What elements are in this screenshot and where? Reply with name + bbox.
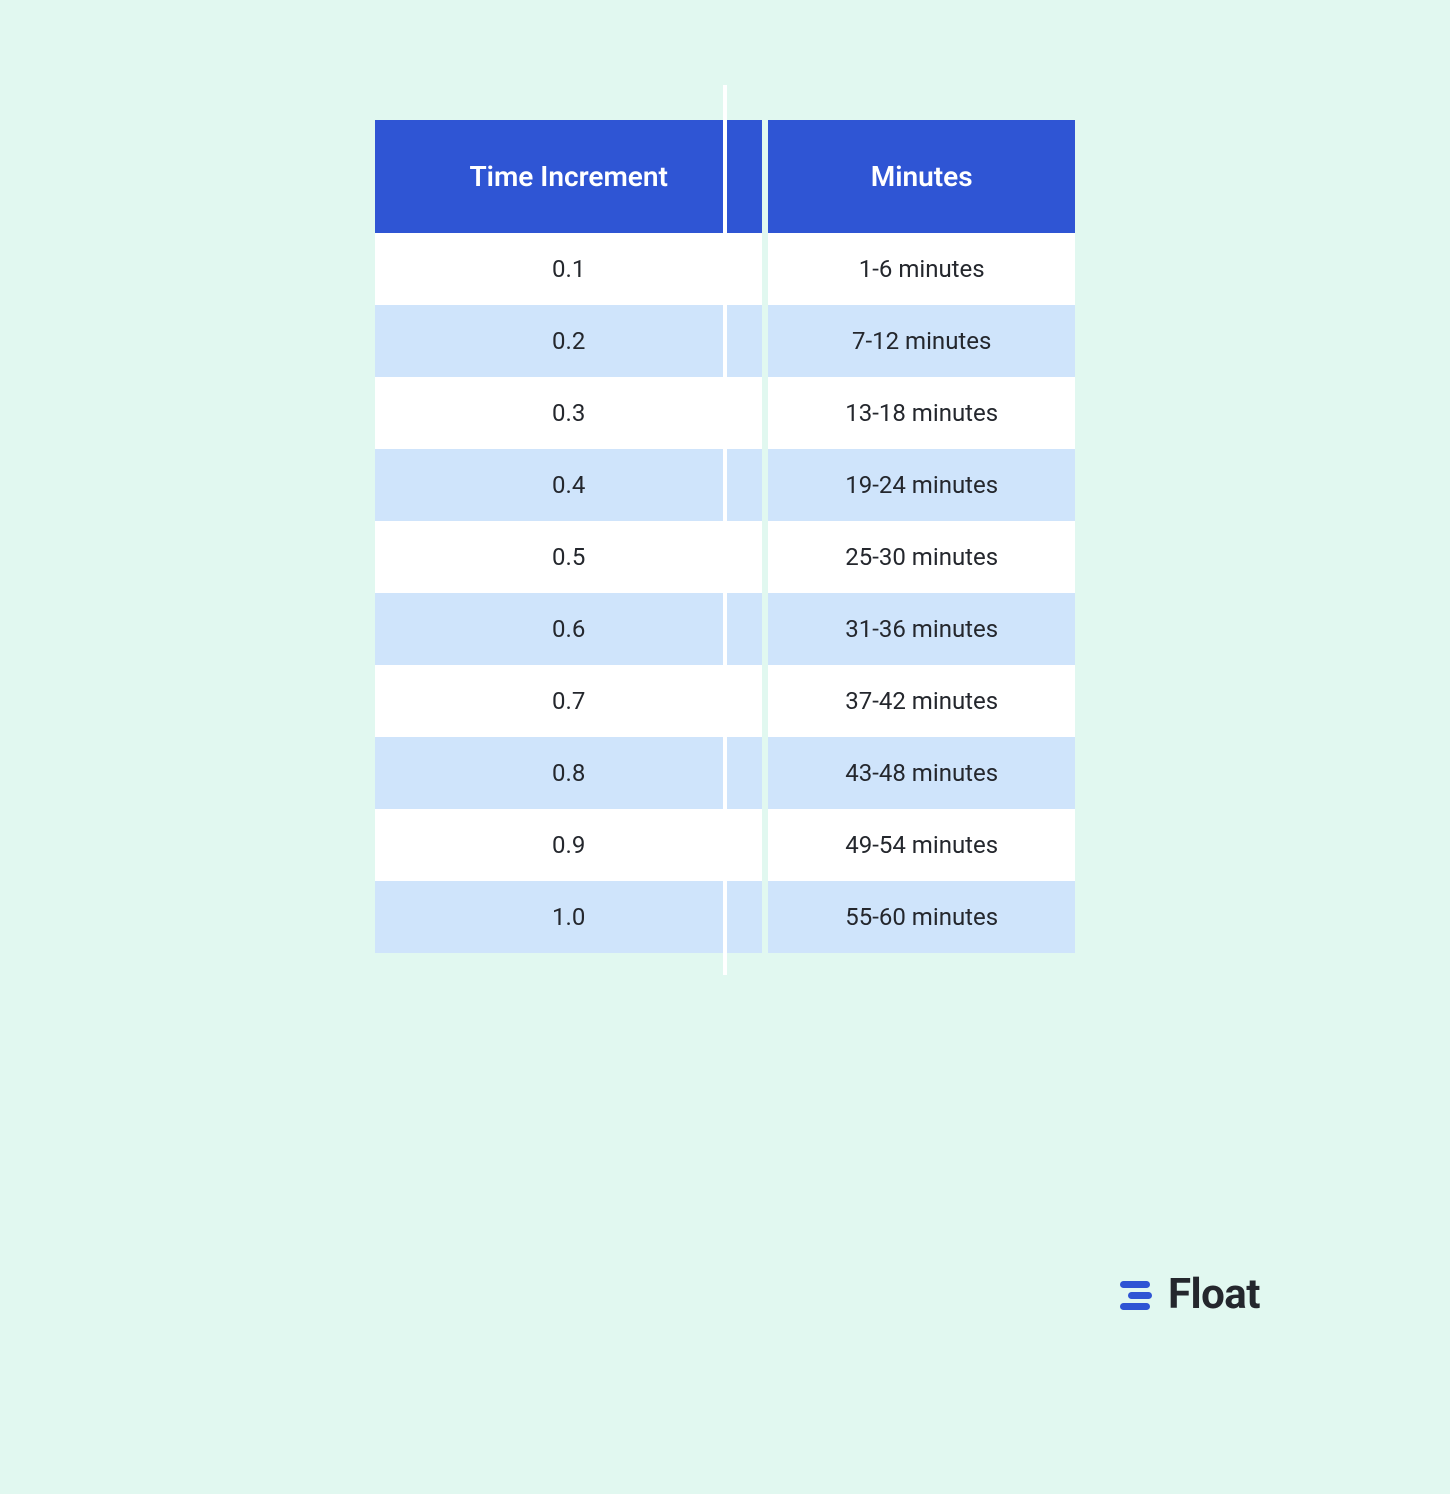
header-time-increment: Time Increment <box>375 120 762 233</box>
cell-minutes: 13-18 minutes <box>768 377 1075 449</box>
brand-logo: Float <box>1118 1270 1260 1319</box>
cell-minutes: 1-6 minutes <box>768 233 1075 305</box>
cell-increment: 0.6 <box>375 593 762 665</box>
cell-minutes: 37-42 minutes <box>768 665 1075 737</box>
header-minutes: Minutes <box>768 120 1075 233</box>
cell-increment: 0.3 <box>375 377 762 449</box>
cell-increment: 0.2 <box>375 305 762 377</box>
cell-increment: 0.8 <box>375 737 762 809</box>
cell-increment: 0.9 <box>375 809 762 881</box>
cell-minutes: 49-54 minutes <box>768 809 1075 881</box>
cell-increment: 0.7 <box>375 665 762 737</box>
cell-increment: 0.5 <box>375 521 762 593</box>
cell-minutes: 55-60 minutes <box>768 881 1075 953</box>
cell-minutes: 31-36 minutes <box>768 593 1075 665</box>
cell-increment: 0.4 <box>375 449 762 521</box>
cell-increment: 1.0 <box>375 881 762 953</box>
cell-minutes: 43-48 minutes <box>768 737 1075 809</box>
cell-increment: 0.1 <box>375 233 762 305</box>
cell-minutes: 7-12 minutes <box>768 305 1075 377</box>
cell-minutes: 25-30 minutes <box>768 521 1075 593</box>
cell-minutes: 19-24 minutes <box>768 449 1075 521</box>
float-logo-icon <box>1118 1275 1158 1315</box>
center-divider <box>723 85 727 975</box>
brand-name: Float <box>1168 1270 1260 1319</box>
